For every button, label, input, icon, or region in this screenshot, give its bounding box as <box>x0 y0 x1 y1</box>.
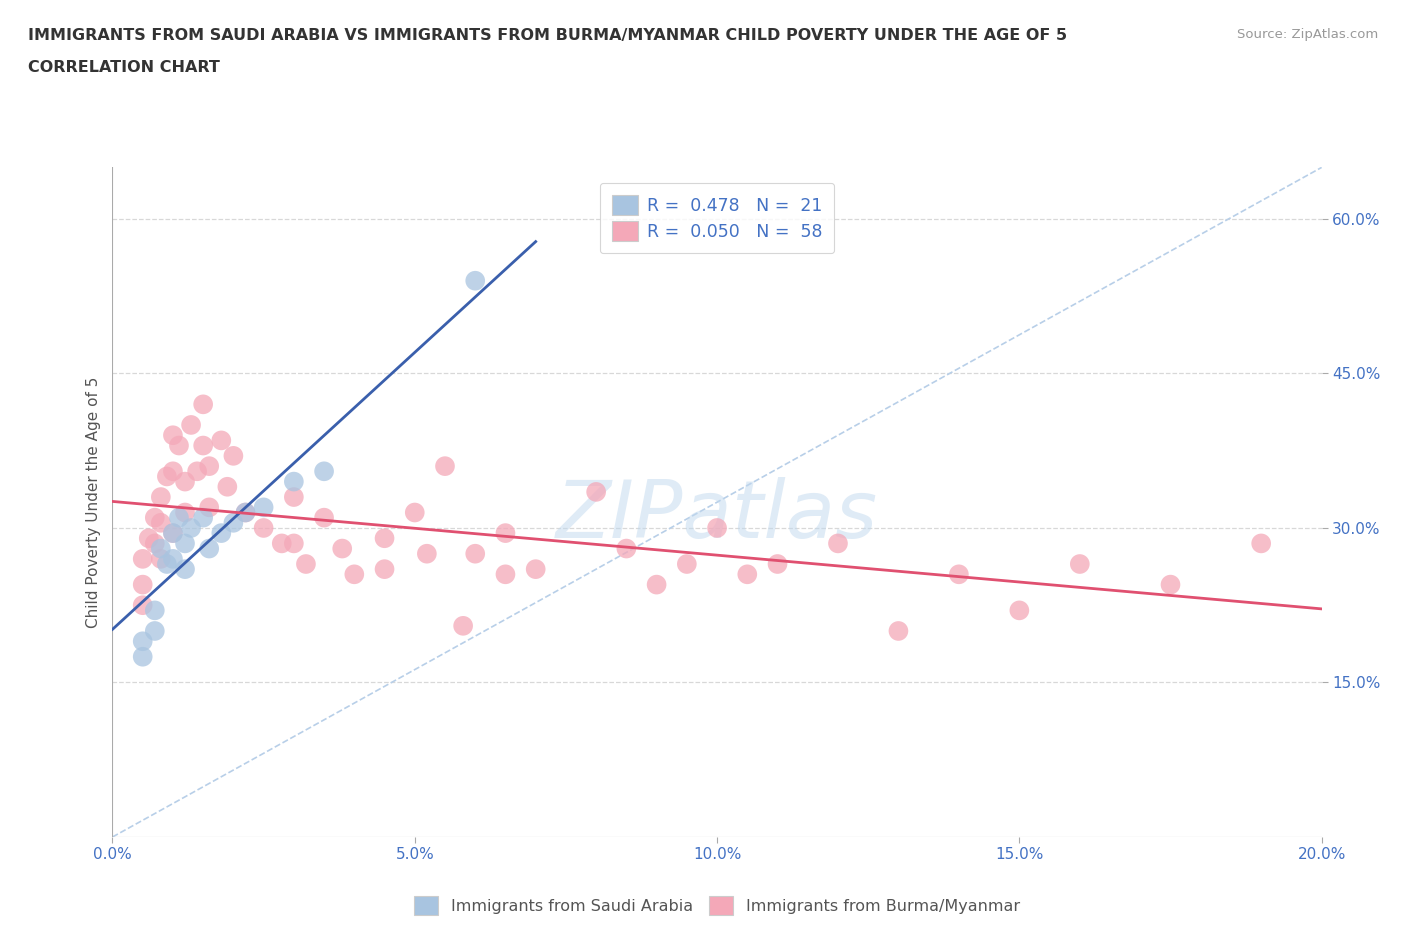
Y-axis label: Child Poverty Under the Age of 5: Child Poverty Under the Age of 5 <box>86 377 101 628</box>
Point <box>495 525 517 540</box>
Point <box>162 525 184 540</box>
Point <box>270 536 292 551</box>
Point <box>887 623 910 638</box>
Point <box>174 562 197 577</box>
Point <box>766 556 789 571</box>
Point <box>616 541 638 556</box>
Point <box>174 505 197 520</box>
Point <box>174 474 197 489</box>
Point <box>451 618 474 633</box>
Point <box>737 567 759 582</box>
Point <box>222 515 245 530</box>
Point <box>283 489 305 504</box>
Legend: Immigrants from Saudi Arabia, Immigrants from Burma/Myanmar: Immigrants from Saudi Arabia, Immigrants… <box>406 888 1028 923</box>
Point <box>1159 578 1181 592</box>
Point <box>180 521 202 536</box>
Text: IMMIGRANTS FROM SAUDI ARABIA VS IMMIGRANTS FROM BURMA/MYANMAR CHILD POVERTY UNDE: IMMIGRANTS FROM SAUDI ARABIA VS IMMIGRAN… <box>28 28 1067 43</box>
Point <box>162 428 184 443</box>
Point <box>149 551 172 566</box>
Point <box>167 511 190 525</box>
Point <box>675 556 697 571</box>
Point <box>143 603 166 618</box>
Point <box>464 273 486 288</box>
Point <box>156 556 179 571</box>
Point <box>948 567 970 582</box>
Point <box>132 578 155 592</box>
Point <box>343 567 366 582</box>
Point <box>524 562 547 577</box>
Point <box>132 634 155 649</box>
Point <box>827 536 849 551</box>
Point <box>314 511 336 525</box>
Point <box>162 464 184 479</box>
Point <box>149 541 172 556</box>
Point <box>464 546 486 561</box>
Point <box>253 521 276 536</box>
Text: Source: ZipAtlas.com: Source: ZipAtlas.com <box>1237 28 1378 41</box>
Point <box>404 505 426 520</box>
Point <box>1250 536 1272 551</box>
Point <box>706 521 728 536</box>
Point <box>198 500 221 515</box>
Text: ZIPatlas: ZIPatlas <box>555 476 879 554</box>
Point <box>1069 556 1091 571</box>
Point <box>283 474 305 489</box>
Point <box>156 469 179 484</box>
Point <box>132 649 155 664</box>
Point <box>149 515 172 530</box>
Point <box>416 546 439 561</box>
Point <box>209 433 232 448</box>
Point <box>495 567 517 582</box>
Point <box>191 438 214 453</box>
Point <box>585 485 607 499</box>
Point <box>253 500 276 515</box>
Point <box>174 536 197 551</box>
Point <box>1008 603 1031 618</box>
Point <box>143 511 166 525</box>
Point <box>433 458 456 473</box>
Point <box>180 418 202 432</box>
Point <box>198 541 221 556</box>
Point <box>143 536 166 551</box>
Point <box>191 397 214 412</box>
Point <box>235 505 257 520</box>
Point <box>222 448 245 463</box>
Point <box>138 531 160 546</box>
Point <box>191 511 214 525</box>
Point <box>198 458 221 473</box>
Point <box>167 438 190 453</box>
Point <box>235 505 257 520</box>
Point <box>132 551 155 566</box>
Point <box>645 578 668 592</box>
Point <box>374 531 396 546</box>
Point <box>295 556 318 571</box>
Point <box>330 541 353 556</box>
Text: CORRELATION CHART: CORRELATION CHART <box>28 60 219 75</box>
Point <box>186 464 208 479</box>
Point <box>132 598 155 613</box>
Point <box>143 623 166 638</box>
Point <box>283 536 305 551</box>
Point <box>217 479 239 494</box>
Point <box>162 551 184 566</box>
Point <box>162 525 184 540</box>
Point <box>314 464 336 479</box>
Point <box>374 562 396 577</box>
Point <box>149 489 172 504</box>
Point <box>209 525 232 540</box>
